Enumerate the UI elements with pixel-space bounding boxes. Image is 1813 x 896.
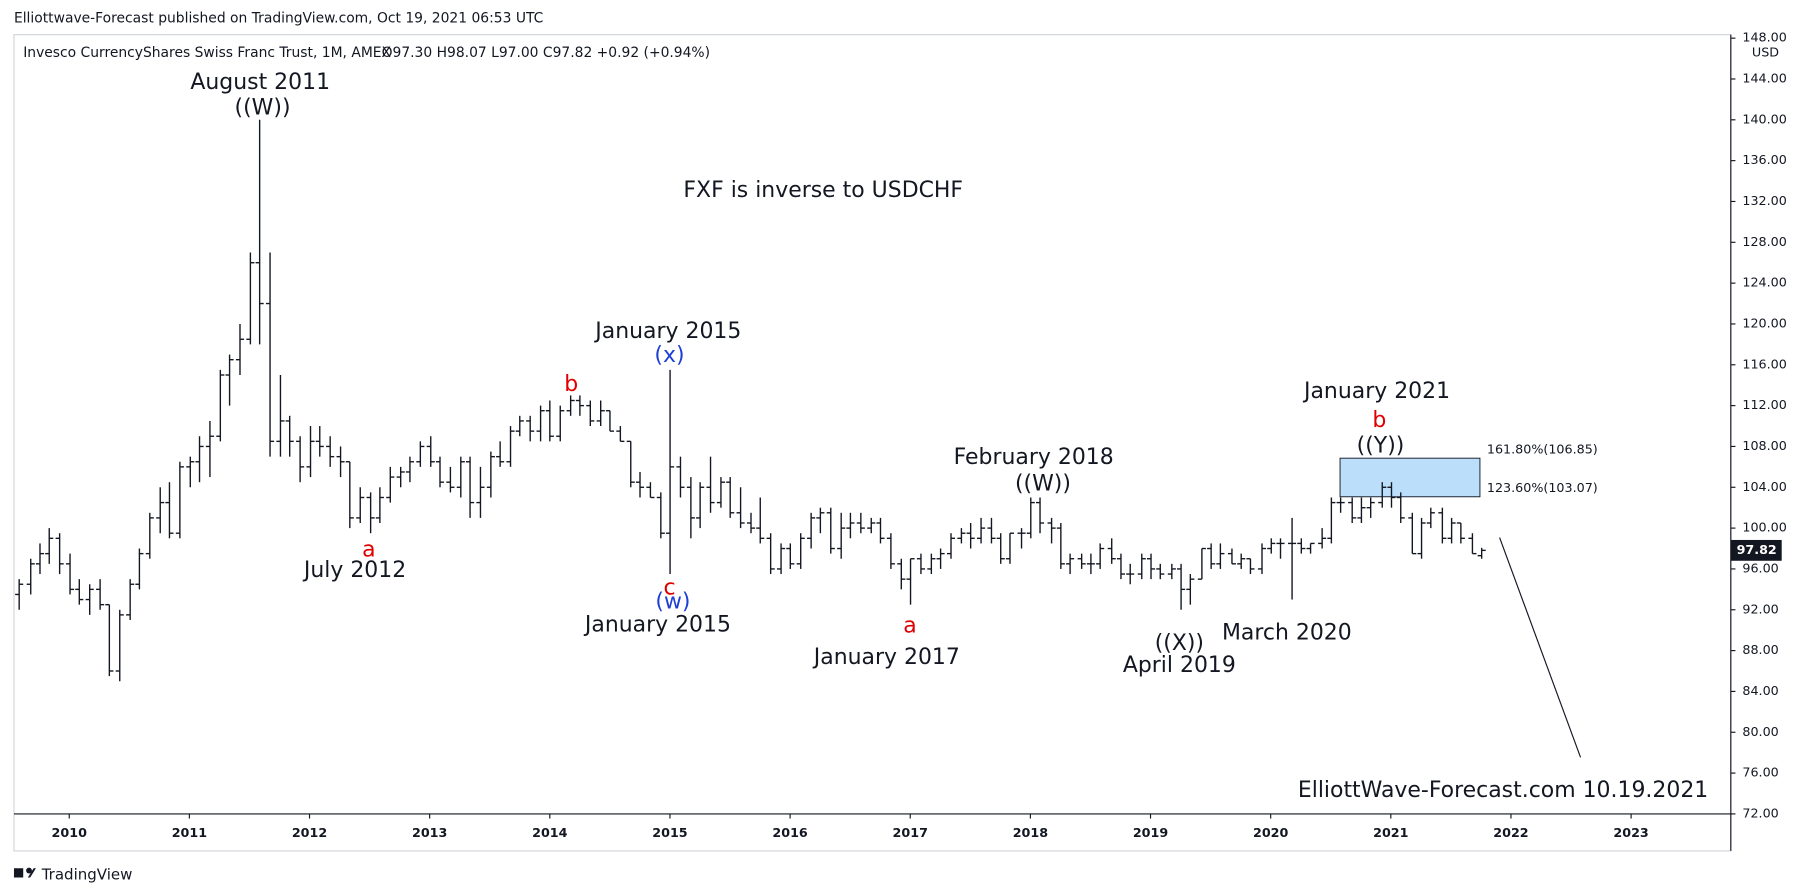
x-tick-label: 2023 xyxy=(1613,825,1648,840)
annotation: a xyxy=(903,614,916,639)
projection-line xyxy=(1499,537,1582,758)
x-tick-label: 2018 xyxy=(1013,825,1049,840)
annotation: April 2019 xyxy=(1123,653,1236,678)
y-tick-label: 132.00 xyxy=(1742,193,1786,208)
x-tick-label: 2022 xyxy=(1493,825,1528,840)
y-tick-label: 80.00 xyxy=(1742,724,1778,739)
y-tick-label: 96.00 xyxy=(1742,560,1778,575)
y-tick-label: 124.00 xyxy=(1742,275,1786,290)
x-tick-label: 2013 xyxy=(412,825,447,840)
ohlc-bars xyxy=(15,119,1486,682)
annotation: ((X)) xyxy=(1155,631,1204,656)
attribution: Elliottwave-Forecast published on Tradin… xyxy=(14,10,543,26)
y-tick-label: 136.00 xyxy=(1742,152,1786,167)
y-tick-label: 84.00 xyxy=(1742,683,1778,698)
annotation: c xyxy=(663,575,675,600)
symbol-title: Invesco CurrencyShares Swiss Franc Trust… xyxy=(23,45,391,61)
y-tick-label: 108.00 xyxy=(1742,438,1786,453)
x-tick-label: 2010 xyxy=(52,825,88,840)
x-tick-label: 2011 xyxy=(172,825,207,840)
y-tick-label: 112.00 xyxy=(1742,397,1786,412)
annotation: January 2015 xyxy=(593,319,741,344)
annotation: January 2021 xyxy=(1302,379,1450,404)
annotation: March 2020 xyxy=(1222,621,1352,646)
fib-label: 123.60%(103.07) xyxy=(1487,480,1598,495)
annotation: FXF is inverse to USDCHF xyxy=(683,178,963,203)
y-tick-label: 148.00 xyxy=(1742,30,1786,45)
y-tick-label: 104.00 xyxy=(1742,479,1786,494)
y-tick-label: 72.00 xyxy=(1742,805,1778,820)
annotation: (x) xyxy=(654,343,684,368)
y-tick-label: 92.00 xyxy=(1742,601,1778,616)
x-tick-label: 2012 xyxy=(292,825,327,840)
last-price-label: 97.82 xyxy=(1737,542,1777,557)
annotation: ((W)) xyxy=(235,96,291,121)
tradingview-logo xyxy=(13,867,36,878)
y-tick-label: 120.00 xyxy=(1742,315,1786,330)
y-tick-label: 116.00 xyxy=(1742,356,1786,371)
ohlc-readout: O97.30 H98.07 L97.00 C97.82 +0.92 (+0.94… xyxy=(382,45,710,61)
y-tick-label: 144.00 xyxy=(1742,70,1786,85)
x-tick-label: 2014 xyxy=(532,825,568,840)
annotation: ElliottWave-Forecast.com 10.19.2021 xyxy=(1298,778,1708,803)
x-tick-label: 2017 xyxy=(893,825,928,840)
x-tick-label: 2021 xyxy=(1373,825,1408,840)
annotation: b xyxy=(1372,408,1386,433)
y-tick-label: 100.00 xyxy=(1742,520,1786,535)
annotation: January 2015 xyxy=(583,612,731,637)
fib-label: 161.80%(106.85) xyxy=(1487,442,1598,457)
annotation: February 2018 xyxy=(954,445,1114,470)
x-tick-label: 2020 xyxy=(1253,825,1289,840)
y-tick-label: 88.00 xyxy=(1742,642,1778,657)
x-tick-label: 2019 xyxy=(1133,825,1169,840)
fib-zone xyxy=(1339,457,1481,498)
annotation: a xyxy=(362,537,375,562)
x-tick-label: 2015 xyxy=(652,825,687,840)
annotation: ((W)) xyxy=(1015,471,1071,496)
x-tick-label: 2016 xyxy=(772,825,808,840)
y-tick-label: 140.00 xyxy=(1742,111,1786,126)
annotation: (w) xyxy=(655,589,690,614)
annotation: b xyxy=(564,372,578,397)
last-price-tag xyxy=(1730,539,1782,561)
y-tick-label: 76.00 xyxy=(1742,765,1778,780)
currency-label: USD xyxy=(1752,45,1779,60)
annotation: ((Y)) xyxy=(1357,433,1405,458)
y-tick-label: 128.00 xyxy=(1742,234,1786,249)
footer-brand: TradingView xyxy=(41,866,133,884)
annotation: July 2012 xyxy=(302,558,406,583)
annotation: January 2017 xyxy=(812,645,960,670)
annotation: August 2011 xyxy=(190,70,330,95)
